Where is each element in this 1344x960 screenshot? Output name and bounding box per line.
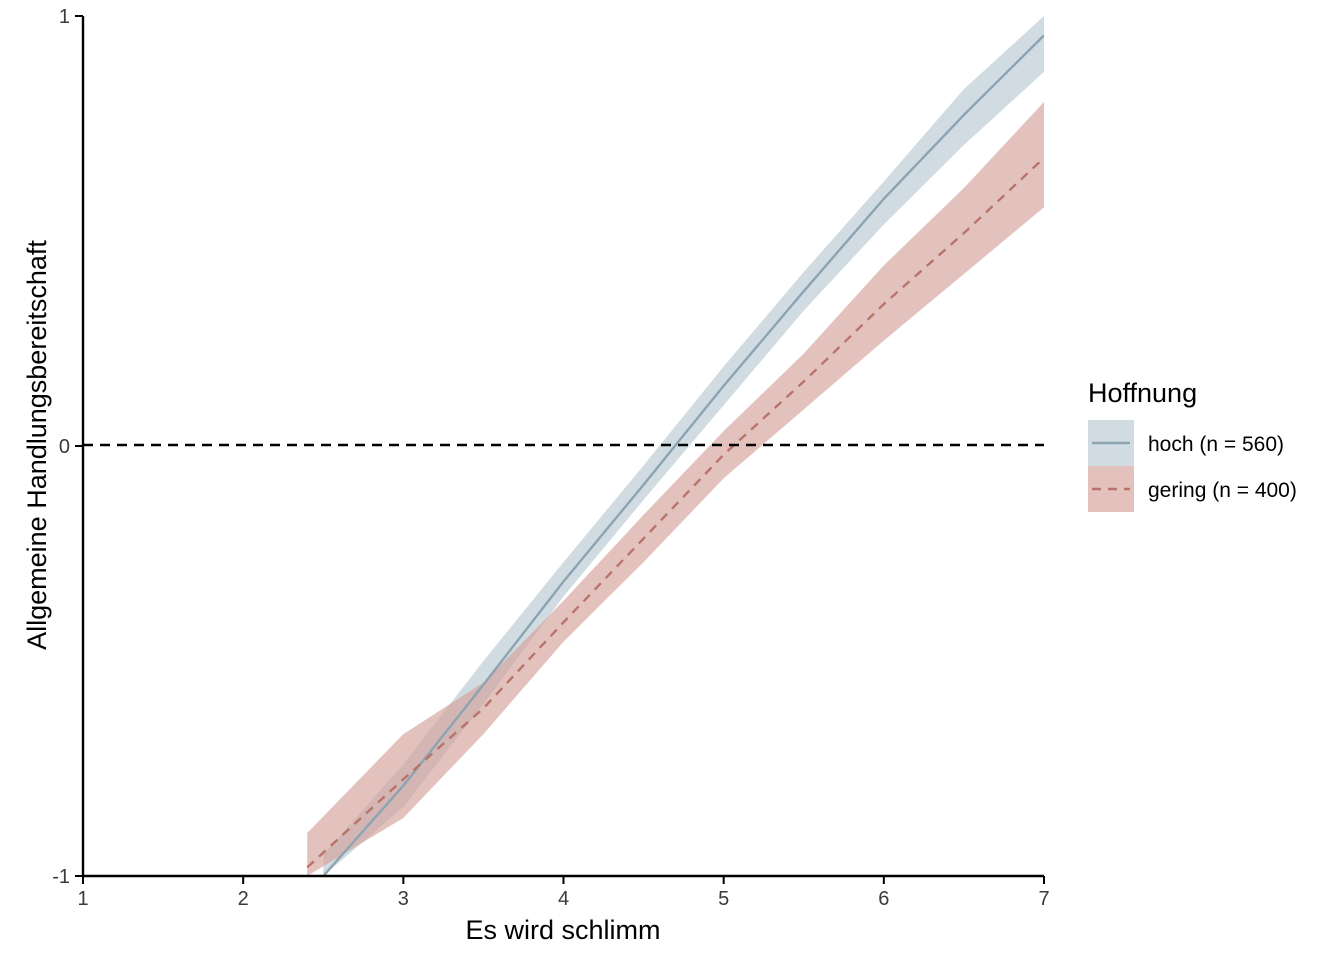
confidence-band-2 <box>307 102 1044 876</box>
x-tick-label: 2 <box>238 888 249 910</box>
series-line-1 <box>322 34 1044 876</box>
x-tick-label: 7 <box>1038 888 1049 910</box>
legend-label: gering (n = 400) <box>1148 479 1297 502</box>
x-axis-title: Es wird schlimm <box>465 915 660 945</box>
x-tick-label: 1 <box>77 888 88 910</box>
x-tick-label: 5 <box>718 888 729 910</box>
y-axis-ticks: -1 0 1 <box>52 6 83 888</box>
series-lines <box>306 34 1044 876</box>
legend-title: Hoffnung <box>1088 378 1197 408</box>
y-axis-title: Allgemeine Handlungsbereitschaft <box>22 240 52 650</box>
legend: Hoffnung hoch (n = 560) gering (n = 400) <box>1088 378 1297 512</box>
x-tick-label: 3 <box>398 888 409 910</box>
y-tick-label: -1 <box>52 866 70 888</box>
x-tick-label: 6 <box>878 888 889 910</box>
series-line-2 <box>306 157 1044 869</box>
y-tick-label: 1 <box>59 6 70 28</box>
x-tick-label: 4 <box>558 888 569 910</box>
y-tick-label: 0 <box>59 436 70 458</box>
legend-label: hoch (n = 560) <box>1148 433 1284 456</box>
x-axis-ticks: 1 2 3 4 5 6 7 <box>77 876 1050 910</box>
